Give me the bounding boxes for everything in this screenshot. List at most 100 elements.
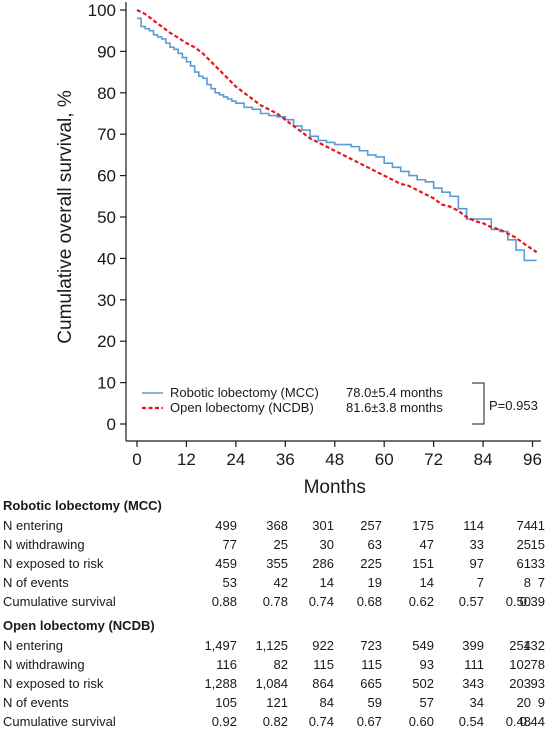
risk-row-label: N of events — [3, 695, 69, 710]
risk-cell: 19 — [367, 575, 382, 590]
risk-cell: 0.39 — [519, 594, 545, 609]
risk-group-title-text: Open lobectomy (NCDB) — [3, 618, 155, 633]
risk-row: N entering 499 368 301 257 175 114 74 41 — [0, 516, 549, 535]
tick-labels: 0 10 20 30 40 50 60 70 80 90 100 0 12 24 36 48 60 72 84 96 — [88, 1, 542, 469]
risk-cell: 7 — [476, 575, 484, 590]
risk-cell: 53 — [222, 575, 237, 590]
risk-cell: 0.67 — [356, 714, 382, 729]
risk-row-label: N entering — [3, 518, 63, 533]
risk-cell: 922 — [312, 638, 334, 653]
risk-row-label: N withdrawing — [3, 537, 85, 552]
risk-cell: 78 — [530, 657, 545, 672]
risk-cell: 30 — [319, 537, 334, 552]
risk-cell: 42 — [273, 575, 288, 590]
risk-cell: 77 — [222, 537, 237, 552]
risk-cell: 301 — [312, 518, 334, 533]
risk-cell: 116 — [216, 657, 237, 672]
legend-median-robotic: 78.0±5.4 months — [346, 385, 443, 400]
risk-row-label: N entering — [3, 638, 63, 653]
x-tick-label: 0 — [132, 450, 141, 469]
risk-cell: 499 — [215, 518, 237, 533]
risk-cell: 61 — [516, 556, 531, 571]
risk-row-label: N withdrawing — [3, 657, 85, 672]
risk-cell: 8 — [523, 575, 531, 590]
risk-cell: 74 — [516, 518, 531, 533]
y-tick-label: 80 — [97, 84, 116, 103]
x-tick-label: 12 — [177, 450, 196, 469]
number-at-risk-table: Robotic lobectomy (MCC) N entering 499 368 3… — [0, 496, 549, 731]
series-robotic-line — [137, 17, 537, 262]
risk-row: Cumulative survival 0.92 0.82 0.74 0.67 0.60 0… — [0, 712, 549, 731]
y-tick-label: 20 — [97, 332, 116, 351]
risk-cell: 111 — [464, 657, 484, 672]
x-tick-label: 24 — [226, 450, 245, 469]
risk-row: N exposed to risk 1,288 1,084 864 665 502 343 2… — [0, 674, 549, 693]
x-tick-label: 60 — [375, 450, 394, 469]
risk-row: N of events 105 121 84 59 57 34 20 9 — [0, 693, 549, 712]
risk-cell: 0.57 — [458, 594, 484, 609]
risk-cell: 115 — [313, 657, 334, 672]
risk-cell: 0.50 — [505, 594, 531, 609]
risk-cell: 459 — [215, 556, 237, 571]
risk-cell: 33 — [469, 537, 484, 552]
y-tick-label: 30 — [97, 291, 116, 310]
risk-cell: 665 — [360, 676, 382, 691]
y-tick-label: 50 — [97, 208, 116, 227]
risk-row: N exposed to risk 459 355 286 225 151 97 61 33 — [0, 554, 549, 573]
risk-cell: 115 — [361, 657, 382, 672]
risk-group-title-text: Robotic lobectomy (MCC) — [3, 498, 162, 513]
risk-row: N withdrawing 77 25 30 63 47 33 25 15 — [0, 535, 549, 554]
risk-cell: 0.88 — [211, 594, 237, 609]
risk-cell: 114 — [463, 518, 484, 533]
risk-row: N entering 1,497 1,125 922 723 549 399 254 132 — [0, 636, 549, 655]
risk-cell: 368 — [266, 518, 288, 533]
risk-group-title: Open lobectomy (NCDB) — [0, 616, 549, 636]
legend-label-open: Open lobectomy (NCDB) — [170, 400, 314, 415]
risk-cell: 723 — [360, 638, 382, 653]
risk-cell: 1,084 — [255, 676, 288, 691]
risk-cell: 15 — [530, 537, 545, 552]
risk-cell: 1,288 — [204, 676, 237, 691]
axes — [120, 2, 541, 447]
risk-cell: 93 — [530, 676, 545, 691]
risk-cell: 399 — [462, 638, 484, 653]
legend: Robotic lobectomy (MCC) 78.0±5.4 months … — [142, 382, 538, 425]
risk-cell: 0.68 — [356, 594, 382, 609]
risk-cell: 93 — [419, 657, 434, 672]
p-value-annotation: P=0.953 — [489, 398, 538, 413]
survival-curves — [136, 9, 538, 262]
risk-cell: 25 — [516, 537, 531, 552]
risk-cell: 25 — [273, 537, 288, 552]
risk-row-label: Cumulative survival — [3, 714, 116, 729]
risk-cell: 225 — [360, 556, 382, 571]
x-tick-label: 96 — [523, 450, 542, 469]
risk-row-label: N exposed to risk — [3, 556, 104, 571]
risk-group-title: Robotic lobectomy (MCC) — [0, 496, 549, 516]
risk-cell: 0.62 — [408, 594, 434, 609]
risk-cell: 257 — [360, 518, 382, 533]
risk-cell: 549 — [412, 638, 434, 653]
legend-label-robotic: Robotic lobectomy (MCC) — [170, 385, 319, 400]
risk-cell: 82 — [273, 657, 288, 672]
risk-cell: 0.74 — [308, 594, 334, 609]
y-tick-label: 100 — [88, 1, 116, 20]
risk-cell: 502 — [412, 676, 434, 691]
risk-cell: 33 — [530, 556, 545, 571]
x-tick-label: 36 — [276, 450, 295, 469]
risk-cell: 41 — [530, 518, 545, 533]
y-tick-label: 90 — [97, 42, 116, 61]
risk-cell: 0.44 — [519, 714, 545, 729]
risk-cell: 1,125 — [255, 638, 288, 653]
risk-cell: 102 — [509, 657, 531, 672]
risk-row-label: Cumulative survival — [3, 594, 116, 609]
risk-cell: 47 — [419, 537, 434, 552]
risk-cell: 203 — [509, 676, 531, 691]
x-tick-label: 84 — [474, 450, 493, 469]
x-tick-label: 72 — [424, 450, 443, 469]
legend-median-open: 81.6±3.8 months — [346, 400, 443, 415]
x-axis-title: Months — [304, 477, 366, 496]
risk-cell: 286 — [312, 556, 334, 571]
y-tick-label: 0 — [107, 415, 116, 434]
p-value-bracket — [472, 382, 485, 425]
